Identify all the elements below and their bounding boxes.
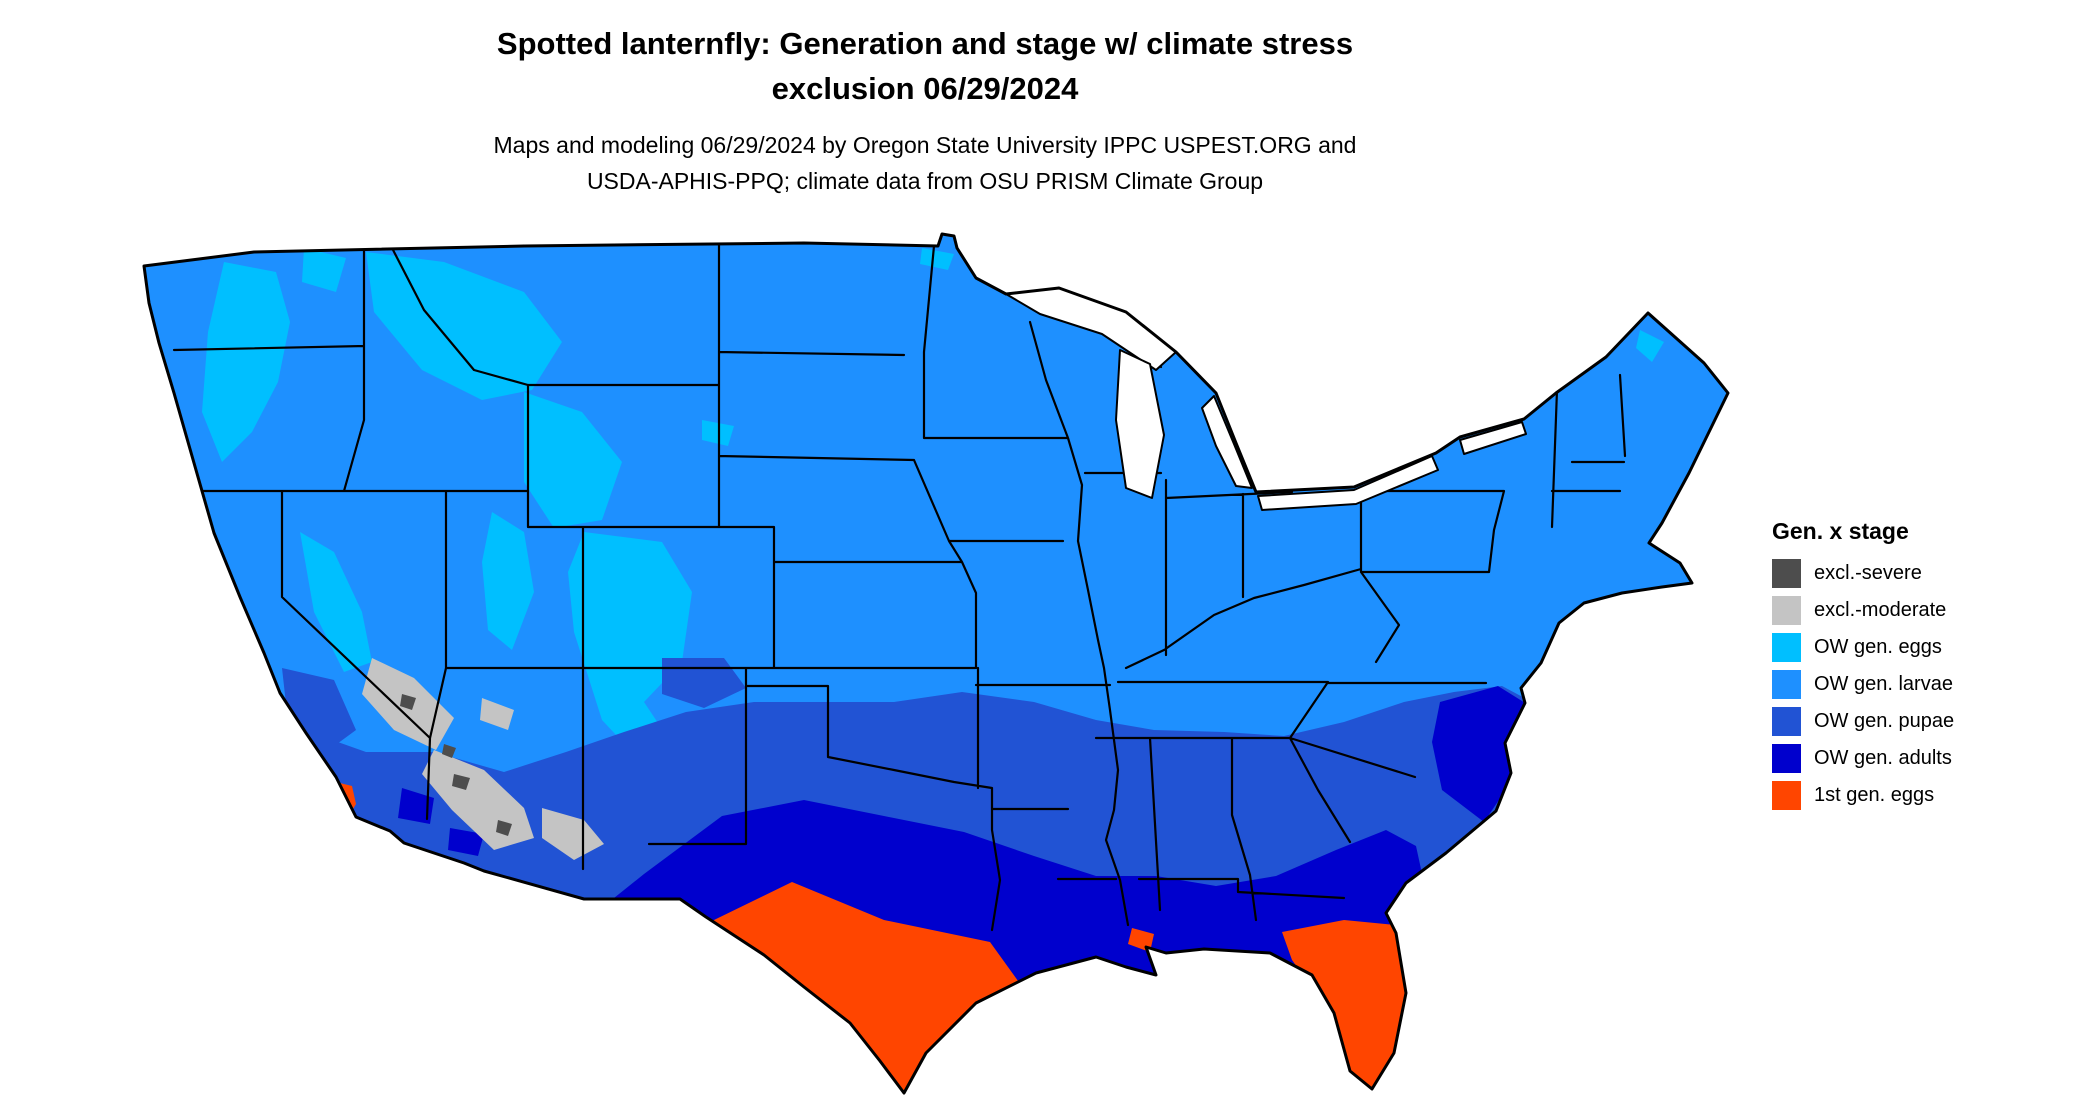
map-title-line2: exclusion 06/29/2024 bbox=[771, 70, 1079, 106]
legend-item-excl-severe: excl.-severe bbox=[1772, 559, 2072, 588]
lake-ontario bbox=[1459, 421, 1527, 455]
legend-swatch-ow-gen-adults bbox=[1772, 744, 1801, 773]
legend-swatch-excl-severe bbox=[1772, 559, 1801, 588]
us-map-svg bbox=[142, 232, 1730, 1095]
legend: Gen. x stage excl.-severe excl.-moderate… bbox=[1772, 518, 2072, 818]
legend-label-1st-gen-eggs: 1st gen. eggs bbox=[1814, 784, 1935, 806]
legend-item-1st-gen-eggs: 1st gen. eggs bbox=[1772, 781, 2072, 810]
map-subtitle-line1: Maps and modeling 06/29/2024 by Oregon S… bbox=[493, 131, 1357, 158]
legend-item-ow-gen-pupae: OW gen. pupae bbox=[1772, 707, 2072, 736]
legend-item-ow-gen-larvae: OW gen. larvae bbox=[1772, 670, 2072, 699]
legend-swatch-1st-gen-eggs bbox=[1772, 781, 1801, 810]
lake-huron bbox=[1201, 395, 1253, 489]
lake-michigan bbox=[1115, 349, 1165, 499]
region-1st-gen-eggs bbox=[332, 782, 1416, 1093]
legend-swatch-ow-gen-pupae bbox=[1772, 707, 1801, 736]
legend-label-ow-gen-larvae: OW gen. larvae bbox=[1814, 673, 1953, 695]
legend-item-ow-gen-eggs: OW gen. eggs bbox=[1772, 633, 2072, 662]
legend-label-ow-gen-eggs: OW gen. eggs bbox=[1814, 636, 1942, 658]
us-choropleth-map bbox=[104, 230, 1734, 1110]
region-excl-severe bbox=[400, 694, 512, 836]
map-subtitle-line2: USDA-APHIS-PPQ; climate data from OSU PR… bbox=[586, 167, 1264, 194]
header: Spotted lanternfly: Generation and stage… bbox=[0, 22, 1850, 199]
legend-swatch-ow-gen-larvae bbox=[1772, 670, 1801, 699]
legend-swatch-ow-gen-eggs bbox=[1772, 633, 1801, 662]
legend-label-ow-gen-pupae: OW gen. pupae bbox=[1814, 710, 1955, 732]
legend-item-ow-gen-adults: OW gen. adults bbox=[1772, 744, 2072, 773]
great-lakes bbox=[1005, 287, 1527, 511]
lake-erie bbox=[1257, 455, 1439, 511]
legend-swatch-excl-moderate bbox=[1772, 596, 1801, 625]
map-subtitle: Maps and modeling 06/29/2024 by Oregon S… bbox=[0, 128, 1850, 199]
legend-label-excl-moderate: excl.-moderate bbox=[1814, 599, 1947, 621]
legend-label-excl-severe: excl.-severe bbox=[1814, 562, 1922, 584]
legend-title: Gen. x stage bbox=[1772, 518, 1909, 544]
legend-item-excl-moderate: excl.-moderate bbox=[1772, 596, 2072, 625]
us-outline bbox=[142, 232, 1730, 1095]
region-excl-moderate bbox=[362, 658, 604, 860]
legend-label-ow-gen-adults: OW gen. adults bbox=[1814, 747, 1952, 769]
map-title-line1: Spotted lanternfly: Generation and stage… bbox=[496, 26, 1354, 61]
